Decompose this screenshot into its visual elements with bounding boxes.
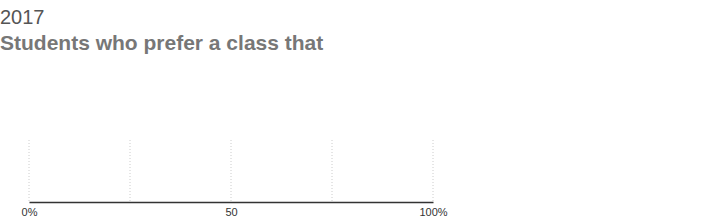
title: 2017 (0, 6, 45, 28)
tick: 50 (225, 202, 237, 218)
subtitle: Students who prefer a class that (0, 31, 323, 54)
tick-label: 100% (419, 206, 447, 218)
grid-line (433, 140, 434, 202)
grid (29, 140, 433, 202)
x-axis: 0% 50 100% (22, 202, 448, 218)
axis-line (30, 202, 434, 204)
tick: 100% (419, 202, 447, 218)
grid-line (231, 140, 232, 202)
chart: 2017 Students who prefer a class that 0% 50… (0, 0, 706, 220)
grid-line (332, 140, 333, 202)
grid-line (29, 140, 30, 202)
tick-label: 50 (225, 206, 237, 218)
tick: 0% (22, 202, 38, 218)
tick-label: 0% (22, 206, 38, 218)
grid-line (130, 140, 131, 202)
